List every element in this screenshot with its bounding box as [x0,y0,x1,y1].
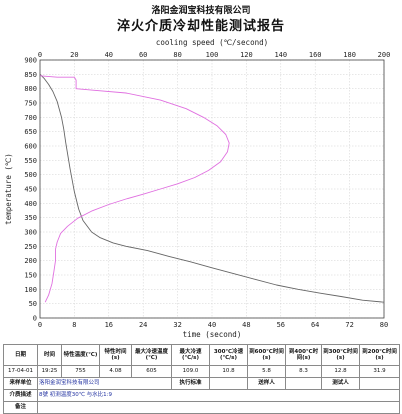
header-time: 时间 [37,344,62,366]
tester-label: 测试人 [321,377,360,390]
report-title: 淬火介质冷却性能测试报告 [116,19,285,34]
value-char-temp: 755 [61,365,100,378]
executor-label: 执行标准 [171,377,210,390]
y-tick-label: 500 [24,171,37,179]
bottom-tick-label: 32 [173,321,181,329]
value-date: 17-04-01 [3,365,38,378]
y-tick-label: 250 [24,243,37,251]
header-to-600: 到600℃时间(s) [247,344,286,366]
top-tick-label: 20 [70,51,78,59]
top-tick-label: 100 [206,51,219,59]
y-tick-label: 200 [24,257,37,265]
header-char-time: 特性时间(s) [99,344,132,366]
tick-labels: 0 8 16 24 32 40 48 56 64 72 800 20 40 60 80 100 120 140 16… [24,51,390,329]
top-tick-label: 180 [343,51,356,59]
y-tick-label: 600 [24,143,37,151]
bottom-tick-label: 24 [139,321,147,329]
y-tick-label: 100 [24,286,37,294]
top-tick-label: 80 [173,51,181,59]
bottom-tick-label: 64 [311,321,319,329]
series [39,73,385,303]
y-tick-label: 300 [24,229,37,237]
y-tick-label: 150 [24,272,37,280]
value-max-speed: 109.0 [171,365,210,378]
table-remark-row: 备注 [3,401,400,414]
cooling-chart: 0 8 16 24 32 40 48 56 64 72 800 20 40 60 80 100 120 140 16… [4,38,390,339]
y-tick-label: 50 [29,300,37,308]
table-description-row: 介质描述 8號 初测温度30℃ 与水比1:9 [3,389,400,402]
value-max-speed-temp: 605 [131,365,172,378]
results-table: 日期 时间 特性温度(℃) 特性时间(s) 最大冷速温度(℃) 最大冷速(℃/s… [3,344,400,414]
top-tick-label: 0 [38,51,42,59]
top-tick-label: 60 [139,51,147,59]
value-time: 19:25 [37,365,62,378]
bottom-tick-label: 16 [105,321,113,329]
y-tick-label: 900 [24,57,37,65]
executor-value [209,377,248,390]
description-value: 8號 初测温度30℃ 与水比1:9 [37,389,400,402]
y-tick-label: 800 [24,85,37,93]
company-name: 洛阳金润宝科技有限公司 [151,6,251,16]
deliverer-value [285,377,322,390]
y-tick-label: 400 [24,200,37,208]
header-to-400: 到400℃时间(s) [285,344,322,366]
y-tick-label: 350 [24,214,37,222]
table-sender-row: 来样单位 洛阳金润宝科技有限公司 执行标准 送样人 测试人 [3,377,400,390]
header-max-speed: 最大冷速(℃/s) [171,344,210,366]
value-speed-300: 10.8 [209,365,248,378]
value-char-time: 4.08 [99,365,132,378]
header-date: 日期 [3,344,38,366]
top-tick-label: 40 [105,51,113,59]
value-to-400: 8.3 [285,365,322,378]
y-tick-label: 700 [24,114,37,122]
bottom-tick-label: 72 [345,321,353,329]
table-header-row: 日期 时间 特性温度(℃) 特性时间(s) 最大冷速温度(℃) 最大冷速(℃/s… [3,344,400,366]
bottom-tick-label: 0 [38,321,42,329]
y-tick-label: 450 [24,186,37,194]
temperature-time-curve [39,73,385,303]
value-to-300: 12.8 [321,365,360,378]
y-axis-label: temperature (℃) [4,153,13,225]
deliverer-label: 送样人 [247,377,286,390]
header-max-speed-temp: 最大冷速温度(℃) [131,344,172,366]
top-axis-label: cooling speed (℃/second) [156,38,268,47]
top-tick-label: 120 [240,51,253,59]
bottom-axis-label: time (second) [183,330,242,339]
y-tick-label: 850 [24,71,37,79]
value-to-600: 5.8 [247,365,286,378]
header-to-300: 到300℃时间(s) [321,344,360,366]
bottom-tick-label: 56 [277,321,285,329]
cooling-speed-curve [39,75,230,303]
header-to-200: 到200℃时间(s) [359,344,400,366]
top-tick-label: 200 [378,51,391,59]
sender-value: 洛阳金润宝科技有限公司 [37,377,172,390]
plot-frame [39,59,385,319]
bottom-tick-label: 40 [208,321,216,329]
value-to-200: 31.9 [359,365,400,378]
tester-value [359,377,400,390]
top-tick-label: 140 [274,51,287,59]
y-tick-label: 750 [24,100,37,108]
bottom-tick-label: 48 [242,321,250,329]
remark-value [37,401,400,414]
y-tick-label: 550 [24,157,37,165]
table-values-row: 17-04-01 19:25 755 4.08 605 109.0 10.8 5… [3,365,400,378]
description-label: 介质描述 [3,389,38,402]
y-tick-label: 0 [33,315,37,323]
y-tick-label: 650 [24,128,37,136]
top-tick-label: 160 [309,51,322,59]
header-speed-300: 300℃冷速(℃/s) [209,344,248,366]
header-char-temp: 特性温度(℃) [61,344,100,366]
grid [39,59,385,319]
sender-label: 来样单位 [3,377,38,390]
remark-label: 备注 [3,401,38,414]
bottom-tick-label: 8 [72,321,76,329]
bottom-tick-label: 80 [380,321,388,329]
